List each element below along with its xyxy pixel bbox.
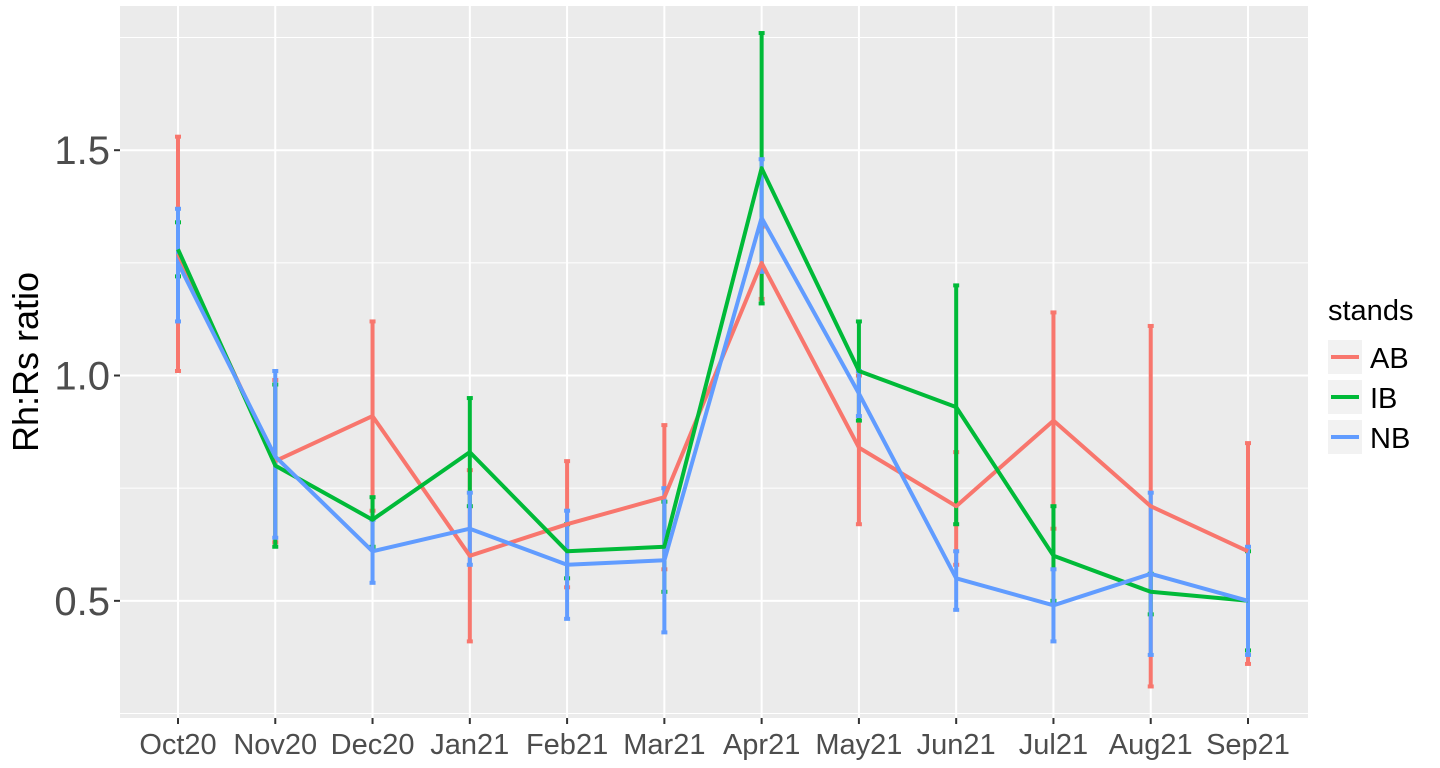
legend-label-IB: IB (1370, 383, 1397, 415)
series-line-IB (176, 166, 1249, 603)
y-axis-label: Rh:Rs ratio (5, 272, 46, 452)
x-tick-label: Dec20 (331, 729, 415, 761)
series-line-NB (176, 215, 1249, 608)
x-axis: Oct20 Nov20 Dec20 Jan21 Feb21 Mar21 Apr21 May21… (139, 718, 1290, 761)
series-line-AB (176, 252, 1249, 558)
x-tick-label: Jul21 (1019, 729, 1088, 761)
x-tick-label: Sep21 (1206, 729, 1290, 761)
x-tick-label: Aug21 (1109, 729, 1193, 761)
x-tick-label: Nov20 (233, 729, 317, 761)
legend-title: stands (1328, 295, 1413, 327)
y-axis: 0.5 1.0 1.5 (54, 129, 120, 624)
legend-label-NB: NB (1370, 423, 1410, 455)
x-tick-label: Oct20 (139, 729, 216, 761)
x-tick-label: May21 (815, 729, 902, 761)
legend: stands AB IB NB (1328, 295, 1413, 455)
x-tick-label: Feb21 (526, 729, 608, 761)
legend-label-AB: AB (1370, 343, 1409, 375)
series-layer (175, 31, 1251, 689)
y-tick-label: 1.0 (54, 355, 110, 399)
y-tick-label: 1.5 (54, 129, 110, 173)
x-tick-label: Jun21 (917, 729, 996, 761)
y-tick-label: 0.5 (54, 580, 110, 624)
x-tick-label: Jan21 (430, 729, 509, 761)
x-tick-label: Mar21 (623, 729, 705, 761)
plot-panel (120, 6, 1308, 718)
x-tick-label: Apr21 (723, 729, 800, 761)
